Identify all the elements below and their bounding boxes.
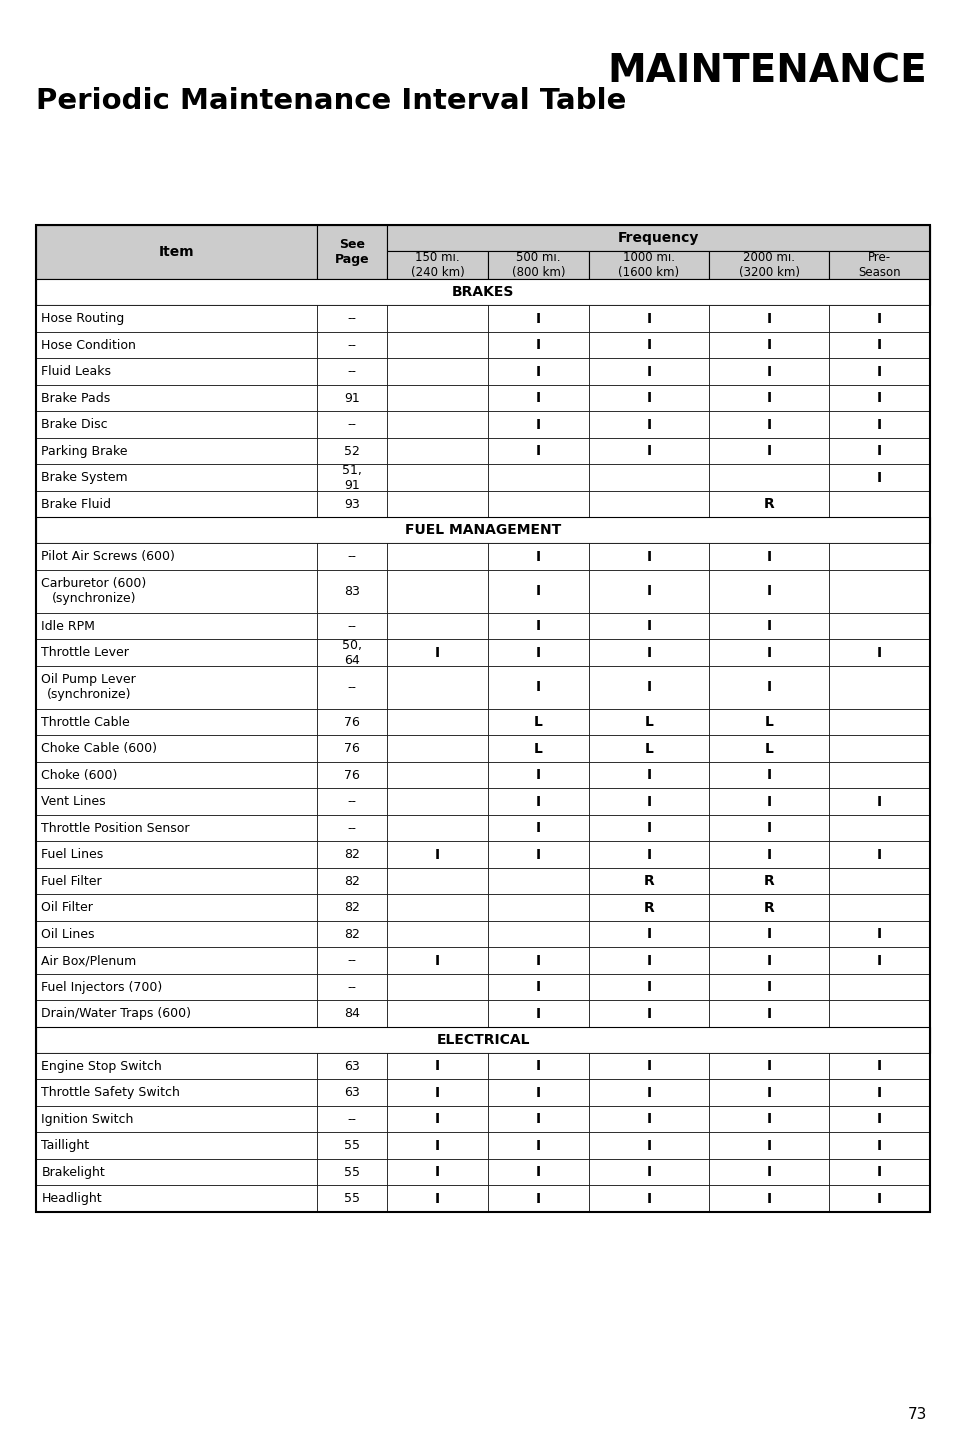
Bar [387,438,487,464]
Text: Brakelight: Brakelight [41,1166,105,1179]
Bar [588,710,708,736]
Text: 500 mi.
(800 km): 500 mi. (800 km) [511,252,564,279]
Bar [387,894,487,920]
Bar [487,305,588,332]
Bar [387,814,487,842]
Text: See
Page: See Page [335,238,369,266]
Text: Oil Pump Lever
(synchronize): Oil Pump Lever (synchronize) [41,673,136,701]
Text: I: I [646,795,651,808]
Text: I: I [876,339,882,352]
Bar [828,736,929,762]
Bar [387,948,487,974]
Bar [708,1053,828,1079]
Bar [317,666,387,710]
Bar [708,762,828,788]
Bar [487,385,588,411]
Text: L: L [764,715,773,728]
Text: I: I [876,311,882,326]
Text: --: -- [347,365,356,378]
Bar [387,614,487,640]
Text: Hose Condition: Hose Condition [41,339,136,352]
Text: I: I [646,848,651,862]
Bar [588,762,708,788]
Bar [317,332,387,358]
Text: I: I [536,311,540,326]
Text: --: -- [347,550,356,563]
Bar [317,305,387,332]
Bar [36,518,929,544]
Text: ELECTRICAL: ELECTRICAL [436,1032,530,1047]
Bar [317,614,387,640]
Text: 52: 52 [344,445,359,458]
Bar [828,1185,929,1211]
Bar [708,788,828,814]
Text: I: I [646,1059,651,1073]
Bar [828,640,929,666]
Text: I: I [876,795,882,808]
Text: 63: 63 [344,1086,359,1099]
Text: I: I [646,646,651,660]
Bar [708,666,828,710]
Text: I: I [435,646,439,660]
Bar [317,225,387,279]
Bar [36,544,317,570]
Text: I: I [765,550,771,564]
Bar [317,358,387,385]
Bar [317,948,387,974]
Bar [828,464,929,491]
Text: 91: 91 [344,391,359,404]
Text: I: I [876,646,882,660]
Bar [708,640,828,666]
Text: I: I [646,311,651,326]
Bar [487,974,588,1000]
Text: 73: 73 [907,1407,926,1422]
Bar [36,842,317,868]
Bar [36,1079,317,1106]
Text: I: I [765,1059,771,1073]
Text: I: I [435,1165,439,1179]
Text: I: I [536,680,540,695]
Text: I: I [765,1192,771,1205]
Bar [708,438,828,464]
Bar [588,920,708,948]
Bar [387,1000,487,1027]
Text: Frequency: Frequency [618,231,699,246]
Text: 76: 76 [344,715,359,728]
Text: Fuel Lines: Fuel Lines [41,848,103,861]
Bar [387,544,487,570]
Bar [387,491,487,518]
Bar [588,491,708,518]
Bar [708,710,828,736]
Text: Item: Item [159,246,194,259]
Bar [387,1053,487,1079]
Text: I: I [646,980,651,995]
Text: 55: 55 [344,1192,360,1205]
Text: Choke (600): Choke (600) [41,769,117,782]
Text: Carburetor (600)
(synchronize): Carburetor (600) (synchronize) [41,577,147,605]
Text: I: I [435,1086,439,1099]
Text: 76: 76 [344,769,359,782]
Bar [487,358,588,385]
Bar [588,411,708,438]
Bar [317,736,387,762]
Text: I: I [435,848,439,862]
Bar [828,788,929,814]
Bar [387,1079,487,1106]
Bar [36,920,317,948]
Text: Pilot Air Screws (600): Pilot Air Screws (600) [41,550,175,563]
Bar [36,464,317,491]
Text: --: -- [347,419,356,432]
Bar [317,710,387,736]
Bar [828,1133,929,1159]
Bar [828,358,929,385]
Text: --: -- [347,619,356,632]
Text: R: R [763,900,774,915]
Bar [317,1159,387,1185]
Bar [387,332,487,358]
Text: FUEL MANAGEMENT: FUEL MANAGEMENT [405,523,560,538]
Bar [708,358,828,385]
Bar [487,1185,588,1211]
Text: I: I [876,365,882,378]
Bar [828,974,929,1000]
Text: 83: 83 [344,585,359,598]
